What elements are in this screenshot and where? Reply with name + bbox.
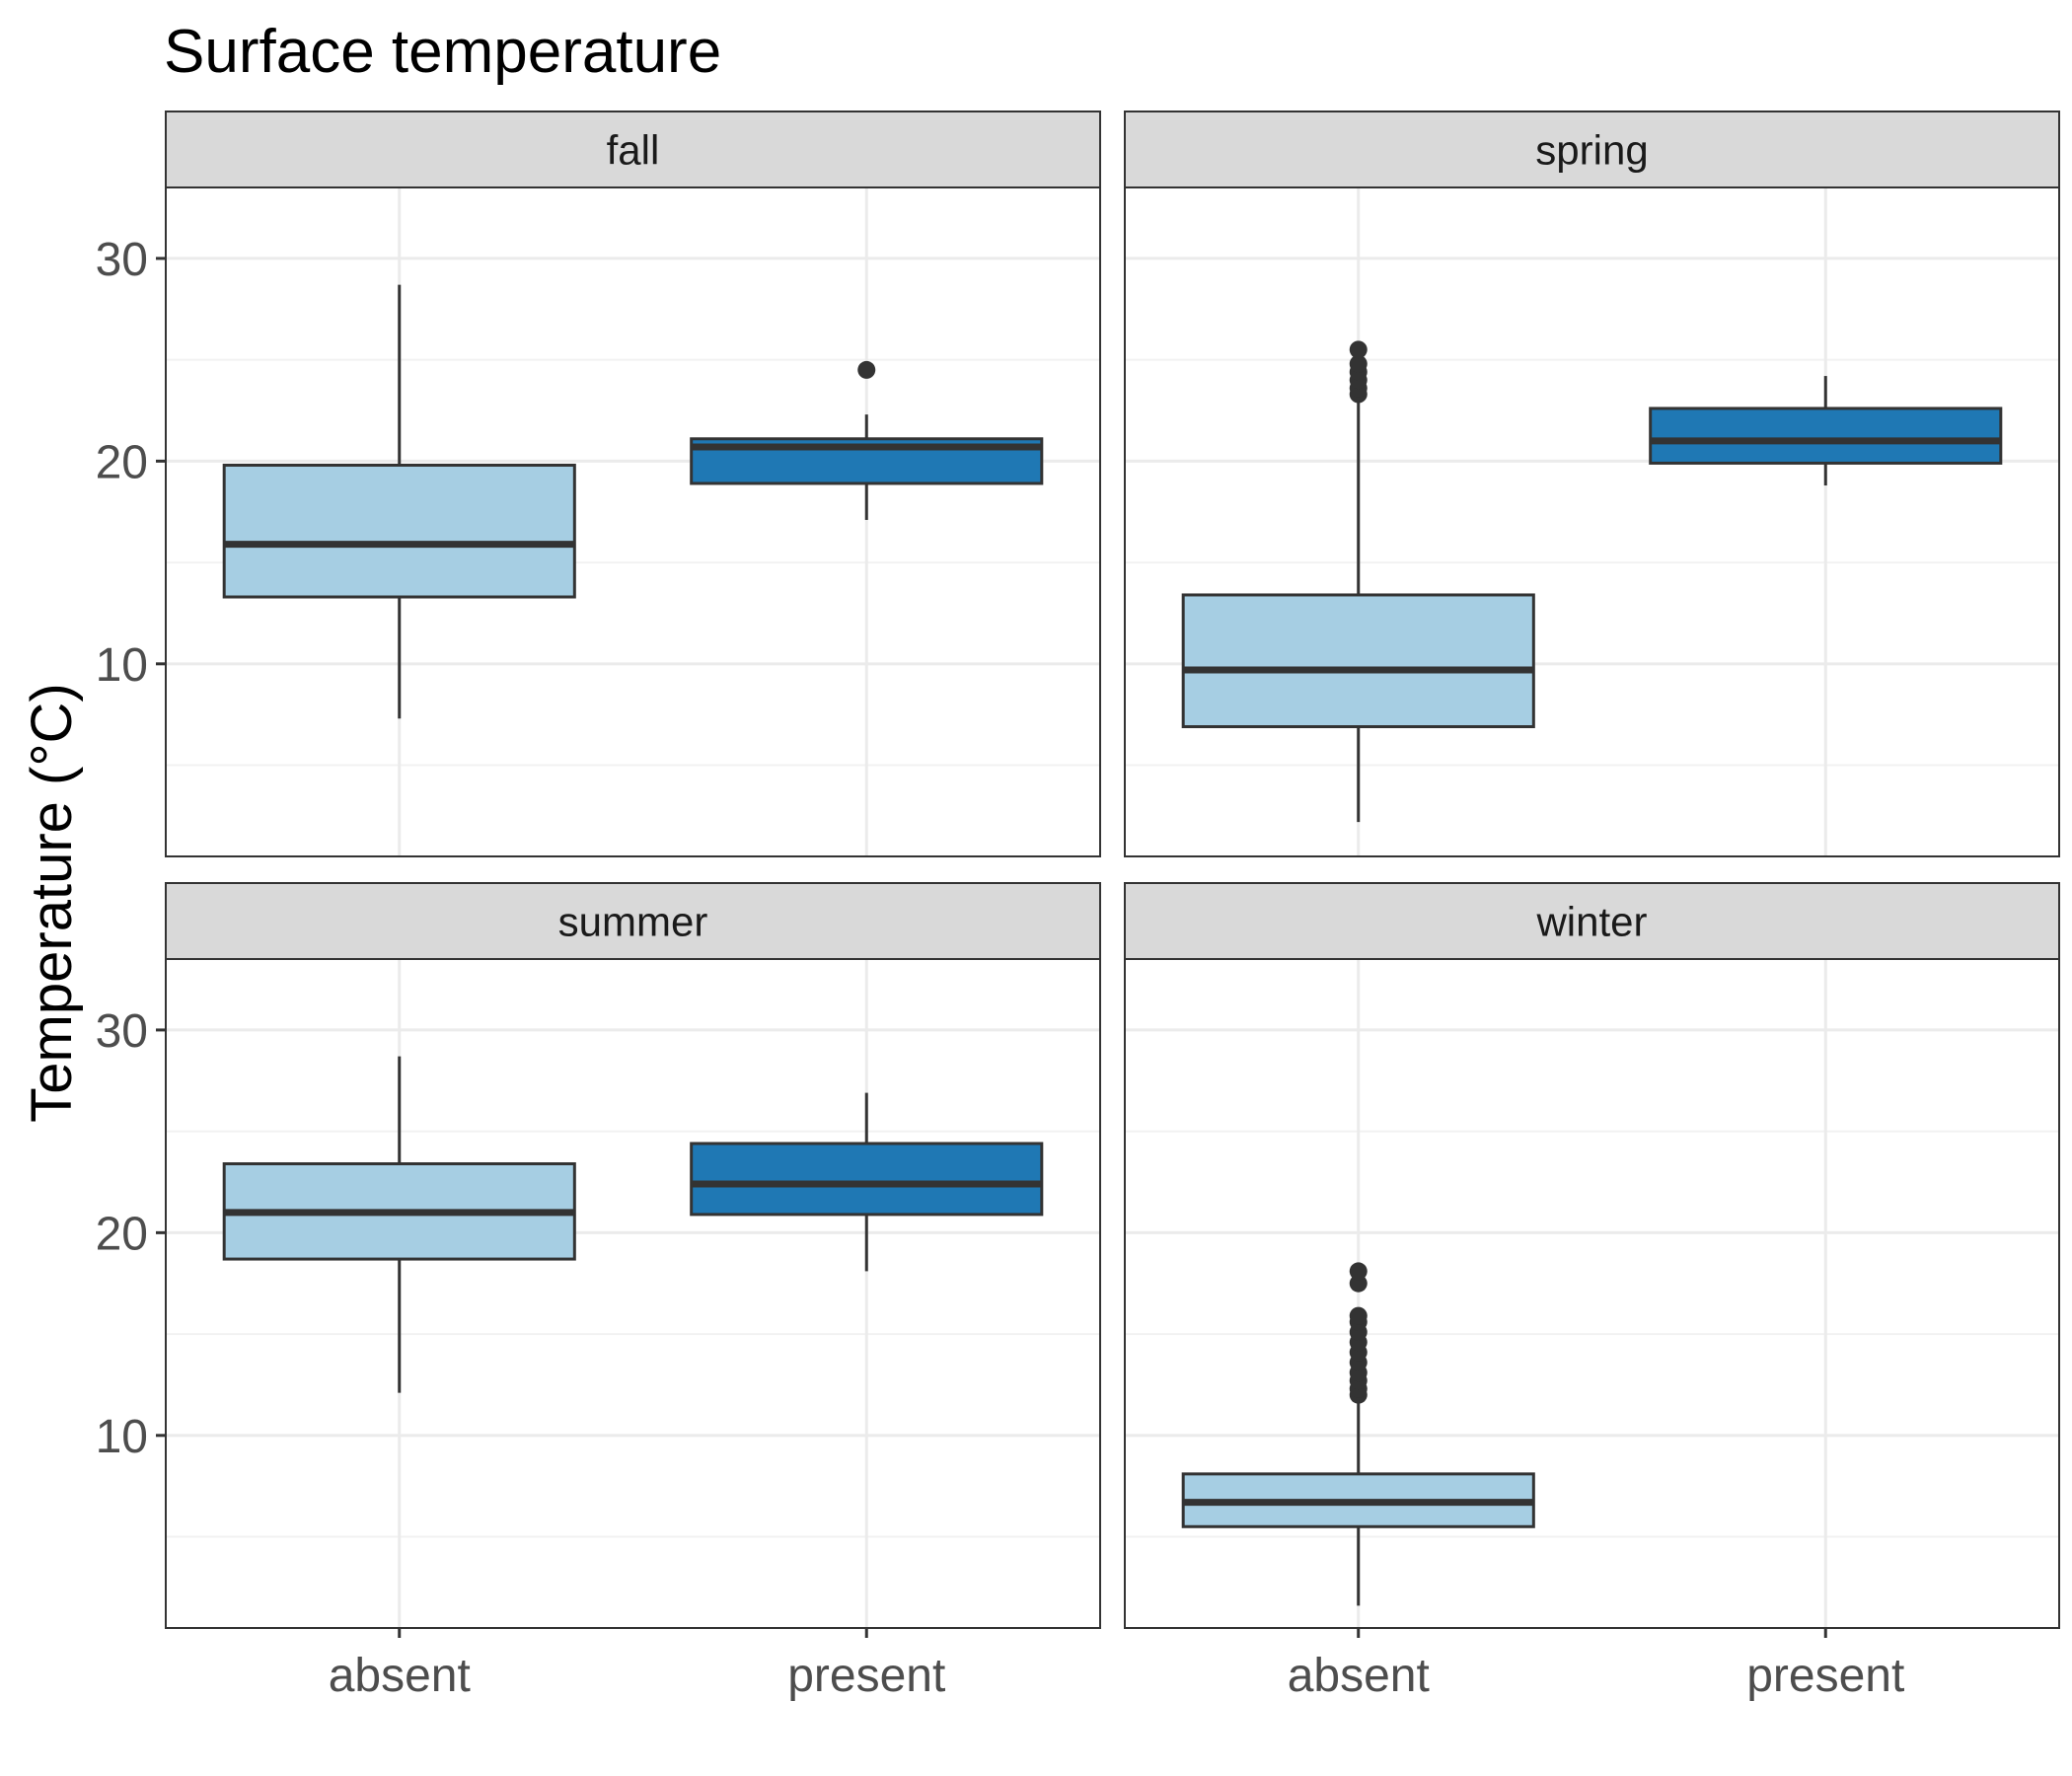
strip-label-winter: winter <box>1535 899 1647 945</box>
box-spring-present <box>1649 376 2003 486</box>
y-tick-label: 10 <box>96 639 148 692</box>
box-fall-absent <box>222 284 576 719</box>
facet-panel-spring: spring <box>1124 111 2060 857</box>
strip-label-summer: summer <box>558 899 708 945</box>
box-winter-absent <box>1181 1262 1535 1606</box>
box-body <box>1649 407 2003 465</box>
box-summer-present <box>690 1092 1044 1272</box>
facet-panel-summer: summer 10 20 30 absent present <box>96 882 1101 1702</box>
box-fall-present <box>690 360 1044 520</box>
panels-layer: fall 10 20 30 spring summer 10 20 30 absent presen… <box>96 111 2060 1702</box>
strip-background <box>1124 882 2060 960</box>
outlier-point <box>1349 340 1368 359</box>
strip-label-spring: spring <box>1535 127 1648 174</box>
outlier-point <box>1349 1274 1368 1293</box>
chart-title: Surface temperature <box>164 18 721 86</box>
y-tick-label: 20 <box>96 1208 148 1260</box>
outlier-point <box>1349 1262 1368 1281</box>
facet-panel-winter: winter absent present <box>1124 882 2060 1702</box>
panel-background <box>166 959 1100 1628</box>
y-tick-label: 20 <box>96 436 148 488</box>
facet-panel-fall: fall 10 20 30 <box>96 111 1101 857</box>
strip-background <box>165 882 1101 960</box>
box-body <box>222 463 576 599</box>
strip-background <box>1124 111 2060 188</box>
strip-label-fall: fall <box>607 127 660 174</box>
x-tick-label: present <box>1746 1650 1904 1702</box>
y-tick-label: 30 <box>96 1005 148 1058</box>
box-summer-absent <box>222 1056 576 1393</box>
box-body <box>690 1142 1044 1217</box>
x-tick-label: absent <box>329 1650 471 1702</box>
box-spring-absent <box>1181 340 1535 823</box>
strip-background <box>165 111 1101 188</box>
outlier-point <box>1349 1306 1368 1325</box>
y-tick-label: 10 <box>96 1411 148 1463</box>
panel-background <box>1125 187 2059 856</box>
outlier-point <box>1349 354 1368 373</box>
box-body <box>1181 593 1535 729</box>
outlier-point <box>857 360 876 379</box>
y-axis-label: Temperature (°C) <box>20 683 84 1122</box>
x-tick-label: present <box>787 1650 945 1702</box>
x-tick-label: absent <box>1288 1650 1430 1702</box>
y-tick-label: 30 <box>96 234 148 286</box>
